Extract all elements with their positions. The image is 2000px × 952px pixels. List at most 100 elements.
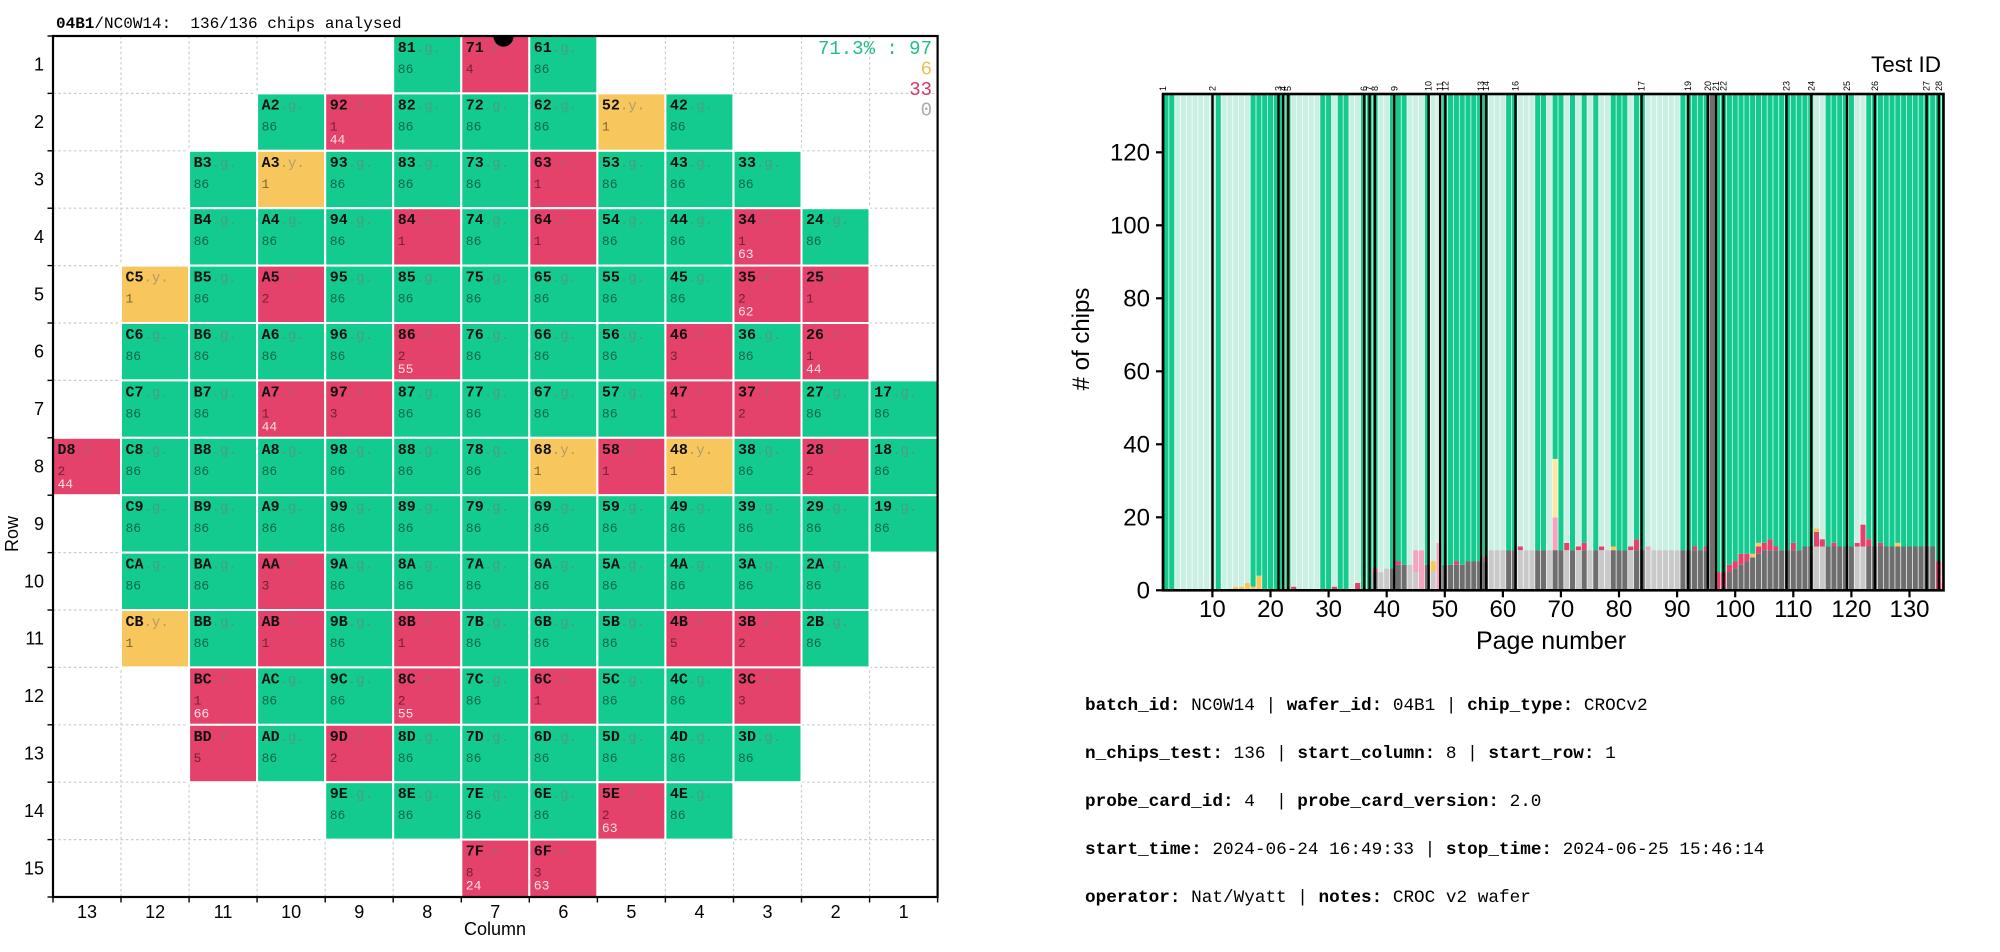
svg-text:70: 70 — [1548, 596, 1575, 623]
svg-text:1: 1 — [1158, 86, 1168, 91]
svg-text:7E.g.: 7E.g. — [466, 786, 509, 803]
svg-text:17.g.: 17.g. — [874, 384, 917, 401]
svg-text:44: 44 — [262, 419, 278, 434]
svg-text:9D.r.: 9D.r. — [330, 729, 373, 746]
svg-text:2: 2 — [831, 902, 841, 922]
svg-text:5: 5 — [34, 284, 44, 304]
svg-text:15: 15 — [24, 858, 44, 878]
svg-text:44: 44 — [806, 362, 822, 377]
svg-text:6F.r.: 6F.r. — [534, 844, 577, 861]
svg-text:11: 11 — [214, 902, 233, 922]
svg-text:BB.g.: BB.g. — [194, 614, 237, 631]
svg-text:B9.g.: B9.g. — [194, 499, 237, 516]
svg-text:86: 86 — [466, 808, 482, 823]
svg-text:7B.g.: 7B.g. — [466, 614, 509, 631]
svg-text:86: 86 — [398, 119, 414, 134]
svg-text:33.g.: 33.g. — [738, 155, 781, 172]
svg-text:8C.r.: 8C.r. — [398, 671, 441, 688]
svg-text:operator: Nat/Wyatt | notes: C: operator: Nat/Wyatt | notes: CROC v2 waf… — [1085, 888, 1531, 908]
svg-text:86: 86 — [262, 349, 278, 364]
svg-text:86: 86 — [398, 177, 414, 192]
svg-text:2A.g.: 2A.g. — [806, 557, 849, 574]
svg-text:86: 86 — [738, 349, 754, 364]
svg-text:Row: Row — [2, 515, 22, 552]
svg-text:B3.g.: B3.g. — [194, 155, 237, 172]
svg-text:67.g.: 67.g. — [534, 384, 577, 401]
svg-text:CB.y.: CB.y. — [126, 614, 169, 631]
svg-text:86: 86 — [126, 521, 142, 536]
svg-text:29.g.: 29.g. — [806, 499, 849, 516]
svg-text:86: 86 — [534, 119, 550, 134]
svg-text:60: 60 — [1123, 358, 1150, 385]
svg-text:55: 55 — [398, 362, 414, 377]
svg-text:6: 6 — [1359, 86, 1369, 91]
svg-text:55: 55 — [398, 706, 414, 721]
svg-text:86: 86 — [262, 693, 278, 708]
svg-text:86: 86 — [534, 521, 550, 536]
svg-text:B7.g.: B7.g. — [194, 384, 237, 401]
svg-text:62.g.: 62.g. — [534, 97, 577, 114]
svg-text:4C.g.: 4C.g. — [670, 671, 713, 688]
svg-text:1: 1 — [398, 234, 406, 249]
svg-text:B5.g.: B5.g. — [194, 270, 237, 287]
svg-text:12: 12 — [145, 902, 165, 922]
svg-text:66.g.: 66.g. — [534, 327, 577, 344]
svg-text:38.g.: 38.g. — [738, 442, 781, 459]
svg-text:75.g.: 75.g. — [466, 270, 509, 287]
svg-text:5: 5 — [1283, 86, 1293, 91]
svg-text:86: 86 — [194, 349, 210, 364]
svg-text:B6.g.: B6.g. — [194, 327, 237, 344]
svg-text:110: 110 — [1774, 596, 1812, 623]
svg-text:0: 0 — [1137, 577, 1150, 604]
svg-text:72.g.: 72.g. — [466, 97, 509, 114]
svg-text:86: 86 — [738, 521, 754, 536]
svg-text:2: 2 — [602, 808, 610, 823]
svg-text:24: 24 — [1806, 81, 1816, 91]
svg-text:62: 62 — [738, 305, 754, 320]
svg-text:1: 1 — [262, 406, 270, 421]
svg-text:86: 86 — [534, 751, 550, 766]
svg-text:10: 10 — [1199, 596, 1226, 623]
svg-text:16: 16 — [1511, 81, 1521, 91]
svg-text:66: 66 — [194, 706, 210, 721]
svg-text:68.y.: 68.y. — [534, 442, 577, 459]
svg-text:100: 100 — [1110, 212, 1150, 239]
svg-text:25: 25 — [1842, 81, 1852, 91]
svg-text:86: 86 — [602, 406, 618, 421]
svg-text:86: 86 — [330, 579, 346, 594]
svg-text:86: 86 — [806, 636, 822, 651]
svg-text:4A.g.: 4A.g. — [670, 557, 713, 574]
svg-text:5C.g.: 5C.g. — [602, 671, 645, 688]
svg-text:9C.g.: 9C.g. — [330, 671, 373, 688]
svg-text:3: 3 — [262, 579, 270, 594]
svg-text:86: 86 — [602, 636, 618, 651]
svg-text:86: 86 — [670, 234, 686, 249]
svg-text:78.g.: 78.g. — [466, 442, 509, 459]
svg-text:1: 1 — [738, 234, 746, 249]
svg-text:86: 86 — [398, 521, 414, 536]
svg-text:2: 2 — [398, 349, 406, 364]
svg-text:2: 2 — [34, 112, 44, 132]
svg-text:34.r.: 34.r. — [738, 212, 781, 229]
svg-text:3A.g.: 3A.g. — [738, 557, 781, 574]
svg-text:0: 0 — [921, 100, 932, 122]
svg-text:86: 86 — [262, 521, 278, 536]
svg-text:BA.g.: BA.g. — [194, 557, 237, 574]
svg-text:86: 86 — [534, 636, 550, 651]
svg-text:86: 86 — [738, 177, 754, 192]
svg-text:8: 8 — [1370, 86, 1380, 91]
svg-text:86: 86 — [738, 464, 754, 479]
svg-text:Column: Column — [464, 919, 526, 939]
svg-text:3B.r.: 3B.r. — [738, 614, 781, 631]
svg-text:86: 86 — [874, 406, 890, 421]
svg-text:120: 120 — [1110, 139, 1150, 166]
svg-text:99.g.: 99.g. — [330, 499, 373, 516]
svg-text:1: 1 — [534, 464, 542, 479]
svg-text:A9.g.: A9.g. — [262, 499, 305, 516]
svg-text:86: 86 — [466, 349, 482, 364]
svg-text:6A.g.: 6A.g. — [534, 557, 577, 574]
svg-text:3: 3 — [330, 406, 338, 421]
svg-text:46.r.: 46.r. — [670, 327, 713, 344]
svg-text:2: 2 — [58, 464, 66, 479]
svg-text:5B.g.: 5B.g. — [602, 614, 645, 631]
